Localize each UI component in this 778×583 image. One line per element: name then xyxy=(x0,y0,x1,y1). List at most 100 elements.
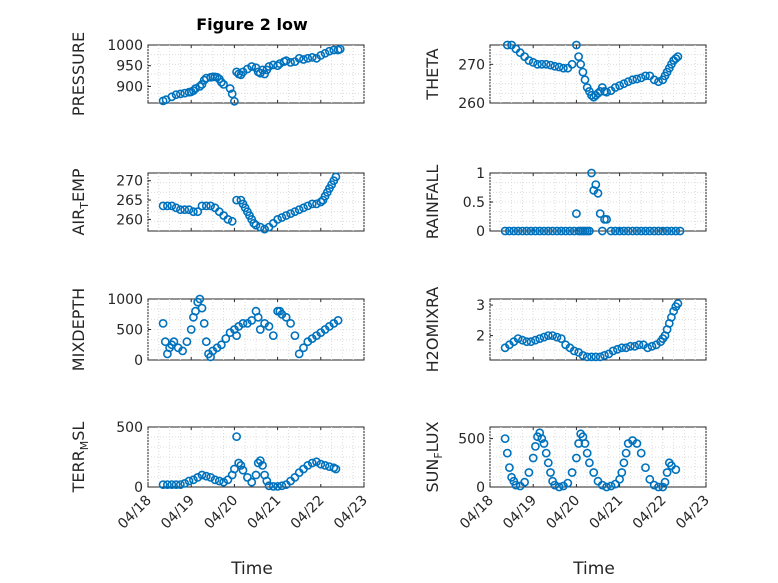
data-point xyxy=(216,340,226,350)
data-point xyxy=(632,439,642,448)
scatter-series xyxy=(500,428,681,492)
data-point xyxy=(169,337,179,347)
y-tick-label: 270 xyxy=(116,174,143,190)
data-point xyxy=(303,201,313,211)
data-point xyxy=(617,343,627,353)
data-point xyxy=(225,84,235,93)
data-point xyxy=(671,465,681,474)
data-point xyxy=(554,482,564,492)
data-point xyxy=(636,226,646,236)
data-point xyxy=(602,482,611,492)
data-point xyxy=(232,195,241,205)
subplot-4: 0 0.5 1 RAINFALL xyxy=(423,165,707,240)
data-point xyxy=(621,343,631,353)
data-point xyxy=(610,83,620,92)
data-point xyxy=(286,209,295,218)
data-point xyxy=(201,201,211,211)
x-tick-label: 04/22 xyxy=(288,493,328,533)
y-tick-label: 2 xyxy=(476,329,485,345)
data-point xyxy=(600,350,609,360)
data-point xyxy=(281,312,291,322)
data-point xyxy=(188,207,198,217)
data-point xyxy=(513,334,523,343)
data-point xyxy=(162,201,172,211)
data-point xyxy=(569,346,579,356)
y-axis-label: H2OMIXRA xyxy=(423,287,442,373)
data-point xyxy=(554,62,564,72)
data-point xyxy=(299,203,308,213)
data-point xyxy=(572,209,581,218)
data-point xyxy=(559,63,568,73)
data-point xyxy=(201,337,211,347)
data-point xyxy=(184,205,194,215)
data-point xyxy=(201,471,211,481)
data-point xyxy=(251,470,261,480)
x-tick-label: 04/21 xyxy=(245,493,285,533)
data-point xyxy=(597,226,607,236)
data-point xyxy=(528,58,538,67)
data-point xyxy=(533,59,542,69)
data-point xyxy=(662,468,672,477)
data-point xyxy=(316,459,326,469)
data-point xyxy=(286,58,295,67)
data-point xyxy=(619,226,629,236)
data-point xyxy=(229,96,239,106)
data-point xyxy=(331,172,341,182)
data-point xyxy=(645,226,655,236)
data-point xyxy=(158,480,168,489)
data-point xyxy=(543,458,553,468)
y-tick-label: 950 xyxy=(116,59,143,75)
data-point xyxy=(320,48,330,58)
data-point xyxy=(578,67,588,77)
data-point xyxy=(210,475,220,485)
data-point xyxy=(509,226,519,236)
data-point xyxy=(504,463,514,472)
data-point xyxy=(535,226,545,236)
data-point xyxy=(556,334,566,343)
data-point xyxy=(608,346,618,356)
data-point xyxy=(593,188,603,198)
y-tick-label: 0 xyxy=(476,480,485,496)
data-point xyxy=(307,53,317,62)
data-point xyxy=(528,453,538,463)
data-point xyxy=(522,226,532,236)
data-point xyxy=(251,220,261,230)
data-point xyxy=(255,456,265,465)
data-point xyxy=(175,89,185,99)
data-point xyxy=(504,226,514,236)
data-point xyxy=(188,475,198,485)
x-tick-label: 04/23 xyxy=(673,493,713,533)
x-tick-label: 04/20 xyxy=(201,493,241,533)
data-point xyxy=(669,306,678,316)
data-point xyxy=(595,209,605,218)
subplot-3: 260 265 270 AIRTEMP xyxy=(69,168,365,236)
data-point xyxy=(312,457,321,467)
data-point xyxy=(324,46,334,56)
data-point xyxy=(277,213,287,222)
data-point xyxy=(258,460,267,470)
data-point xyxy=(582,448,592,458)
data-point xyxy=(195,82,205,91)
data-point xyxy=(242,472,252,482)
data-point xyxy=(273,61,282,71)
subplot-5: 0 500 1000 MIXDEPTH xyxy=(69,288,365,371)
data-point xyxy=(552,226,562,236)
data-point xyxy=(247,477,257,487)
data-point xyxy=(197,303,207,313)
data-point xyxy=(180,478,190,488)
x-tick-label: 04/18 xyxy=(115,493,155,533)
data-point xyxy=(294,205,304,215)
data-point xyxy=(591,352,601,362)
data-point xyxy=(539,439,549,448)
data-point xyxy=(658,226,668,236)
data-point xyxy=(658,482,668,492)
data-point xyxy=(582,352,592,362)
data-point xyxy=(522,337,532,347)
data-point xyxy=(316,51,326,60)
data-point xyxy=(548,331,557,340)
data-point xyxy=(303,53,313,63)
subplot-7: 04/18 04/19 04/20 04/21 04/22 04/23 0 500 TERRMS… xyxy=(69,420,371,532)
data-point xyxy=(623,226,633,236)
scatter-series xyxy=(158,172,341,234)
data-point xyxy=(520,477,529,487)
